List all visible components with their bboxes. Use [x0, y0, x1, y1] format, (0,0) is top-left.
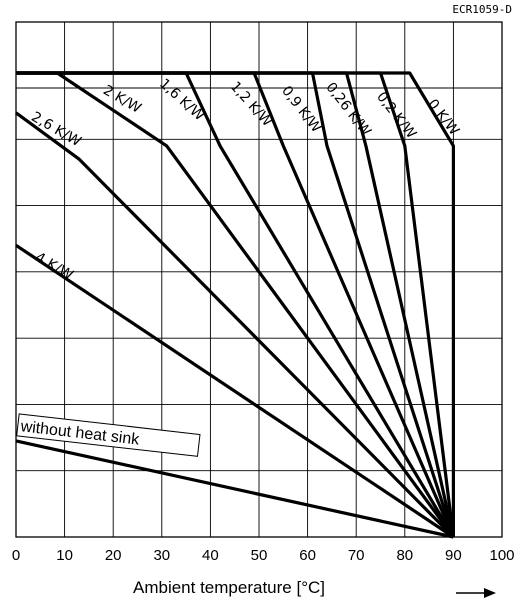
- x-axis-label: Ambient temperature [°C]: [133, 578, 325, 597]
- series-lines: [15, 71, 455, 539]
- x-tick-label: 70: [348, 547, 365, 564]
- label-box: [16, 413, 201, 457]
- series-label-0-26-k-w: 0,26 K/W: [322, 80, 374, 140]
- series-label-0-k-w: 0 K/W: [424, 96, 462, 138]
- x-tick-labels: 0 10 20 30 40 50 60 70 80 90 100: [12, 547, 515, 564]
- series-line-0-2-k-w: [16, 71, 455, 538]
- series-labels: 0 K/W0,2 K/W0,26 K/W0,9 K/W1,2 K/W1,6 K/…: [16, 76, 462, 457]
- x-tick-label: 30: [153, 547, 170, 564]
- series-line-4-k-w: [15, 243, 455, 539]
- series-line-2-k-w: [16, 71, 455, 538]
- x-tick-label: 80: [396, 547, 413, 564]
- x-tick-label: 100: [489, 547, 514, 564]
- series-label-box-without-heat-sink: without heat sink: [16, 413, 201, 457]
- series-label-0-2-k-w: 0,2 K/W: [373, 89, 419, 142]
- figure-code: ECR1059-D: [452, 3, 512, 16]
- series-line-1-2-k-w: [16, 71, 455, 538]
- series-line-0-9-k-w: [16, 71, 455, 538]
- series-line-0-k-w: [16, 71, 455, 537]
- x-tick-label: 90: [445, 547, 462, 564]
- arrow-icon: [456, 588, 496, 598]
- x-tick-label: 40: [202, 547, 219, 564]
- x-tick-label: 50: [251, 547, 268, 564]
- x-tick-label: 20: [105, 547, 122, 564]
- x-tick-label: 60: [299, 547, 316, 564]
- series-label-4-k-w: 4 K/W: [32, 249, 76, 283]
- series-label-2-k-w: 2 K/W: [100, 82, 144, 116]
- x-tick-label: 0: [12, 547, 20, 564]
- series-line-1-6-k-w: [16, 71, 455, 538]
- series-line-0-26-k-w: [16, 71, 455, 538]
- x-tick-label: 10: [56, 547, 73, 564]
- series-line-2-6-k-w: [15, 111, 455, 539]
- series-line-without-heat-sink: [15, 439, 454, 539]
